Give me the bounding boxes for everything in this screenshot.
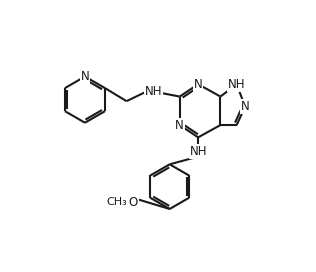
Text: O: O xyxy=(129,196,138,209)
Text: N: N xyxy=(175,119,184,132)
Text: NH: NH xyxy=(145,85,162,98)
Text: N: N xyxy=(81,70,89,83)
Text: NH: NH xyxy=(189,145,207,158)
Text: N: N xyxy=(194,78,203,91)
Text: NH: NH xyxy=(228,78,246,91)
Text: CH₃: CH₃ xyxy=(106,197,127,207)
Text: N: N xyxy=(241,100,250,113)
